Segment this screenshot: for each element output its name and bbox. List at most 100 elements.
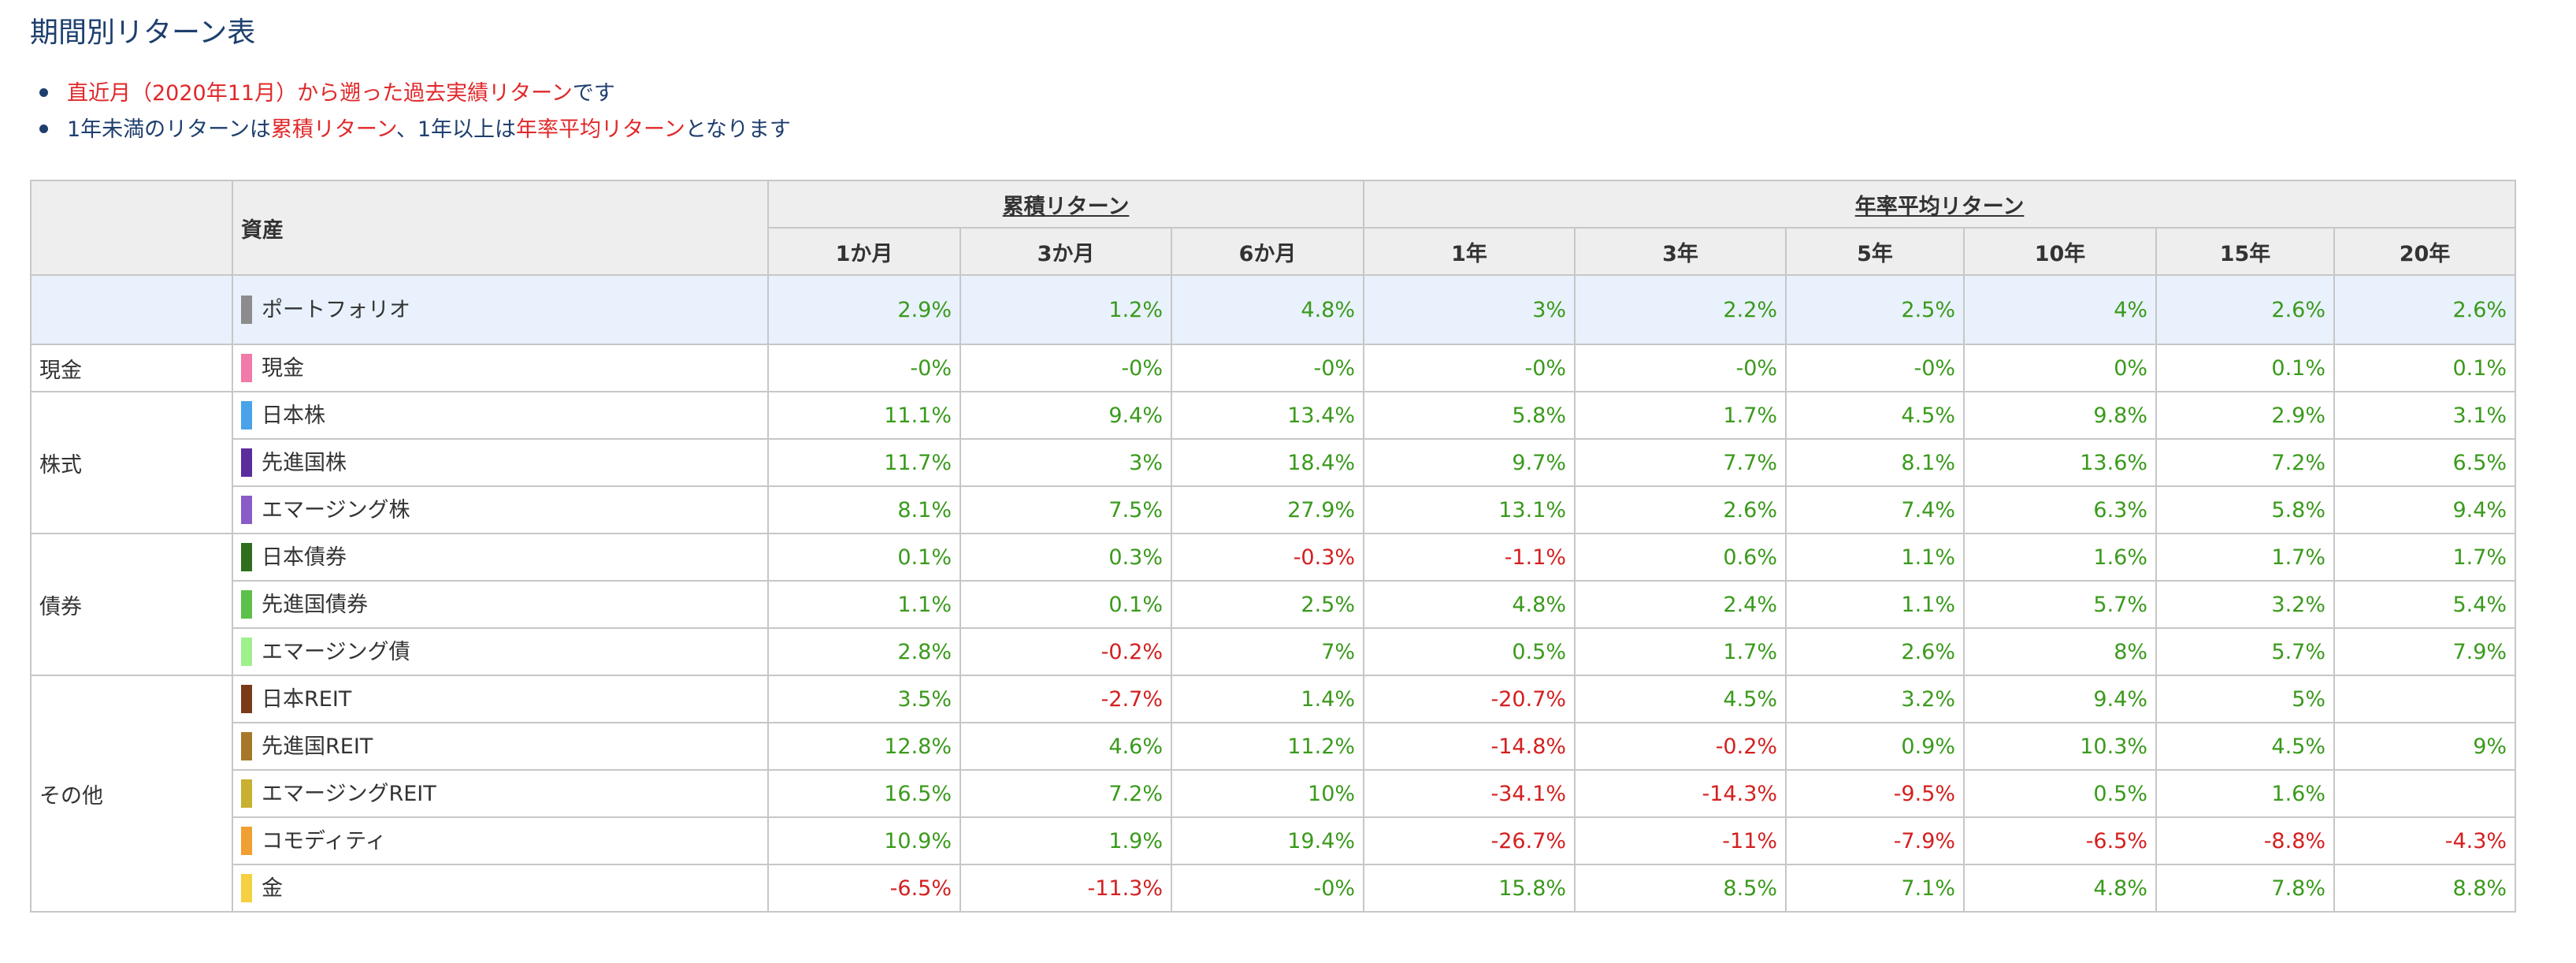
return-value-cell: 0.1% [2333, 344, 2517, 392]
return-value-cell: 1.1% [767, 580, 961, 629]
table-row: 先進国REIT 12.8% 4.6% 11.2% -14.8% -0.2% 0.9% 10.3… [31, 722, 2517, 771]
period-header: 6か月 [1170, 227, 1365, 276]
return-value-cell: 8% [1963, 627, 2158, 676]
asset-name-label: 先進国債券 [262, 593, 368, 618]
table-row: 金 -6.5% -11.3% -0% 15.8% 8.5% 7.1% 4.8% 7.8% 8.8% [31, 864, 2517, 913]
asset-name-cell: 先進国REIT [232, 722, 769, 771]
return-value-cell: 2.5% [1785, 274, 1965, 345]
return-value-cell: 5.4% [2333, 580, 2517, 629]
return-value-cell: -0.2% [1574, 722, 1787, 771]
return-value-cell: -1.1% [1363, 533, 1576, 582]
return-value-cell: 7.9% [2333, 627, 2517, 676]
asset-name-cell: 先進国株 [232, 438, 769, 487]
return-value-cell: 0.5% [1963, 769, 2158, 818]
return-value-cell: 12.8% [767, 722, 961, 771]
return-value-cell: -0.3% [1170, 533, 1365, 582]
return-value-cell: 18.4% [1170, 438, 1365, 487]
return-value-cell: 7.5% [960, 485, 1172, 534]
cumulative-return-header: 累積リターン [766, 180, 1365, 229]
page-title: 期間別リターン表 [30, 17, 256, 49]
return-value-cell: 16.5% [767, 769, 961, 818]
portfolio-row: ポートフォリオ 2.9% 1.2% 4.8% 3% 2.2% 2.5% 4% 2.6% 2.6% [30, 274, 2517, 345]
return-value-cell: 4.5% [1574, 675, 1787, 723]
return-value-cell: -0% [1170, 344, 1365, 392]
note-2-red-text-2: 年率平均リターン [516, 117, 685, 142]
cumulative-return-label: 累積リターン [1002, 194, 1130, 219]
color-swatch-icon [241, 637, 252, 666]
color-swatch-icon [241, 295, 252, 324]
table-row: コモディティ 10.9% 1.9% 19.4% -26.7% -11% -7.9% -6.5%… [31, 816, 2517, 865]
note-1-red-text: 直近月（2020年11月）から遡った過去実績リターン [67, 81, 573, 106]
return-value-cell: 4.5% [2155, 722, 2336, 771]
category-cell [30, 274, 233, 345]
color-swatch-icon [241, 731, 252, 760]
note-2-text-3: となります [685, 117, 791, 142]
return-value-cell: -4.3% [2333, 816, 2517, 865]
return-value-cell: -0% [1574, 344, 1787, 392]
period-header: 1年 [1363, 227, 1576, 276]
return-value-cell: -6.5% [767, 864, 961, 913]
return-value-cell: 2.6% [2333, 274, 2517, 345]
color-swatch-icon [241, 448, 252, 477]
note-2-text-2: 、1年以上は [395, 117, 517, 142]
return-value-cell: 7% [1170, 627, 1365, 676]
period-header: 10年 [1963, 227, 2158, 276]
return-value-cell: 11.1% [767, 391, 961, 440]
return-value-cell: -14.3% [1574, 769, 1787, 818]
period-header: 5年 [1785, 227, 1965, 276]
category-header-cell [30, 180, 233, 276]
return-value-cell: 4.6% [960, 722, 1172, 771]
asset-header-cell: 資産 [232, 180, 769, 276]
return-value-cell: 10% [1170, 769, 1365, 818]
return-value-cell: 11.7% [767, 438, 961, 487]
color-swatch-icon [241, 873, 252, 902]
table-row: 現金 現金 -0% -0% -0% -0% -0% -0% 0% 0.1% 0.1% [30, 344, 2517, 392]
asset-name-cell: 現金 [232, 344, 769, 392]
return-value-cell: 8.1% [767, 485, 961, 534]
return-value-cell: 5.7% [2155, 627, 2336, 676]
period-header: 1か月 [767, 227, 961, 276]
return-value-cell: 9.7% [1363, 438, 1576, 487]
color-swatch-icon [241, 353, 252, 382]
note-2-text-1: 1年未満のリターンは [67, 117, 271, 142]
return-value-cell: 0.1% [960, 580, 1172, 629]
return-value-cell: 2.5% [1170, 580, 1365, 629]
return-value-cell: 8.8% [2333, 864, 2517, 913]
return-value-cell: -0% [1785, 344, 1965, 392]
return-value-cell: 3% [960, 438, 1172, 487]
return-value-cell: -11% [1574, 816, 1787, 865]
color-swatch-icon [241, 495, 252, 524]
return-value-cell: 1.2% [960, 274, 1172, 345]
note-1-tail-text: です [572, 81, 615, 106]
return-value-cell: 3.1% [2333, 391, 2517, 440]
return-value-cell: 0.1% [767, 533, 961, 582]
color-swatch-icon [241, 779, 252, 808]
note-item-1: 直近月（2020年11月）から遡った過去実績リターンです [30, 76, 791, 112]
color-swatch-icon [241, 542, 252, 571]
return-value-cell: 8.5% [1574, 864, 1787, 913]
return-value-cell: -0% [1170, 864, 1365, 913]
asset-name-cell: エマージング株 [232, 485, 769, 534]
return-value-cell: -0% [767, 344, 961, 392]
return-value-cell: 2.6% [2155, 274, 2336, 345]
return-value-cell: -8.8% [2155, 816, 2336, 865]
return-value-cell: 2.6% [1574, 485, 1787, 534]
table-row: エマージング債 2.8% -0.2% 7% 0.5% 1.7% 2.6% 8% 5.7% 7.9% [31, 627, 2517, 676]
asset-name-label: 先進国REIT [262, 734, 373, 760]
table-row: エマージングREIT 16.5% 7.2% 10% -34.1% -14.3% -9.5% 0… [31, 769, 2517, 818]
return-value-cell: 1.7% [2155, 533, 2336, 582]
return-value-cell: 3.2% [2155, 580, 2336, 629]
return-value-cell: 9.8% [1963, 391, 2158, 440]
asset-name-cell: 金 [232, 864, 769, 913]
return-value-cell: 9.4% [960, 391, 1172, 440]
asset-name-label: エマージング債 [262, 640, 410, 665]
return-value-cell: 5.8% [2155, 485, 2336, 534]
return-value-cell: 0% [1963, 344, 2158, 392]
return-value-cell: 0.5% [1363, 627, 1576, 676]
return-value-cell: 6.5% [2333, 438, 2517, 487]
period-header: 15年 [2155, 227, 2336, 276]
return-value-cell [2333, 769, 2517, 818]
return-value-cell [2333, 675, 2517, 723]
asset-name-label: 先進国株 [262, 451, 347, 476]
category-cell: 現金 [30, 344, 233, 392]
